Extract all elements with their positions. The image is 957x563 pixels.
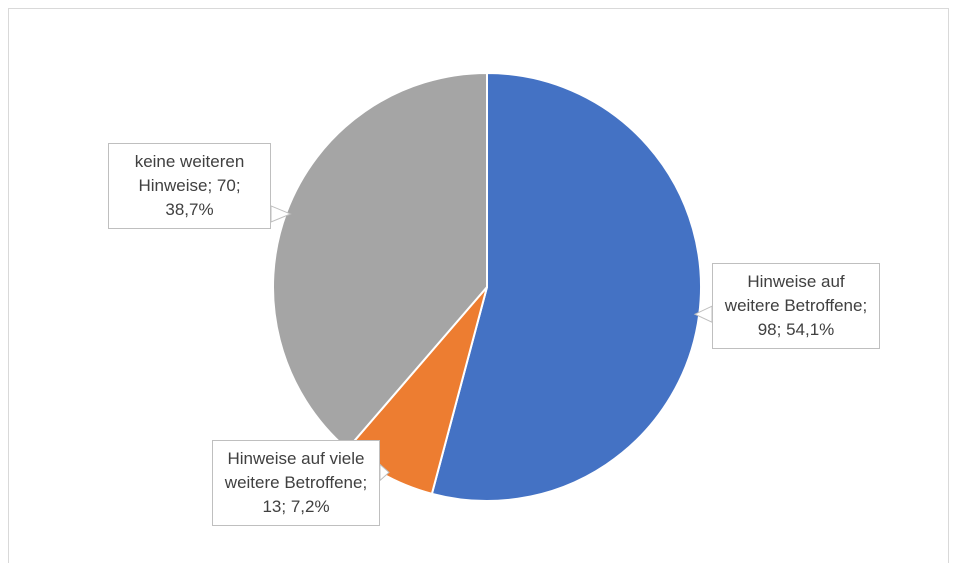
data-label-part: ; [862, 296, 868, 315]
data-label-part: ; [281, 497, 291, 516]
data-label-part: Hinweise auf weitere Betroffene [724, 272, 863, 315]
data-label-part: 13 [262, 497, 282, 516]
pie [272, 71, 702, 502]
data-label-part: 70 [216, 176, 236, 195]
data-label-part: Hinweise auf viele weitere Betroffene [224, 449, 365, 492]
data-label: Hinweise auf viele weitere Betroffene; 1… [212, 440, 380, 526]
callout-pointers [270, 205, 713, 482]
data-label-part: ; [235, 176, 241, 195]
data-label-part: 38,7% [165, 200, 214, 219]
chart-border [8, 8, 949, 563]
data-label-part: ; [776, 320, 787, 339]
callout-pointer [270, 205, 292, 223]
data-label: Hinweise auf weitere Betroffene; 98; 54,… [712, 263, 880, 349]
data-label-part: ; [207, 176, 217, 195]
data-label-part: keine weiteren Hinweise [134, 152, 245, 195]
data-label-part: ; [362, 473, 368, 492]
data-label-part: 98 [757, 320, 777, 339]
data-label-part: 54,1% [786, 320, 835, 339]
data-label: keine weiteren Hinweise; 70; 38,7% [108, 143, 271, 229]
callout-pointer [379, 463, 390, 482]
data-label-part: 7,2% [290, 497, 330, 516]
